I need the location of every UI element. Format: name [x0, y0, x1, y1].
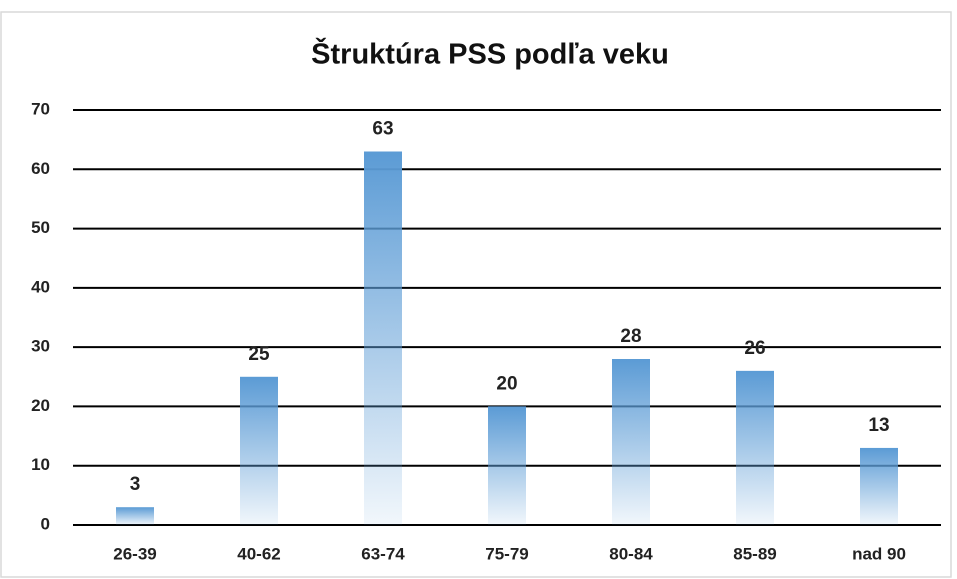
y-tick-label: 30	[31, 337, 50, 356]
x-tick-label: nad 90	[852, 544, 906, 563]
bar	[364, 151, 402, 525]
bar	[736, 370, 774, 525]
bar	[860, 447, 898, 525]
chart-title: Štruktúra PSS podľa veku	[311, 37, 669, 71]
x-tick-label: 26-39	[113, 544, 156, 563]
x-tick-label: 40-62	[237, 544, 280, 563]
data-label: 28	[620, 326, 641, 347]
y-tick-label: 50	[31, 218, 50, 237]
x-tick-label: 75-79	[485, 544, 528, 563]
data-label: 25	[248, 344, 270, 365]
data-label: 26	[744, 338, 765, 359]
bar	[612, 359, 650, 525]
data-label: 3	[130, 474, 141, 495]
data-label: 63	[372, 119, 393, 140]
y-tick-label: 70	[31, 99, 50, 118]
data-label: 13	[868, 415, 889, 436]
y-tick-label: 10	[31, 455, 50, 474]
chart-border	[0, 11, 952, 578]
y-tick-label: 60	[31, 159, 50, 178]
data-label: 20	[496, 373, 517, 394]
y-tick-label: 40	[31, 277, 50, 296]
bar	[240, 376, 278, 525]
x-tick-label: 63-74	[361, 544, 405, 563]
x-tick-label: 85-89	[733, 544, 776, 563]
y-tick-label: 20	[31, 396, 50, 415]
x-tick-label: 80-84	[609, 544, 653, 563]
bar	[488, 406, 526, 525]
bar	[116, 507, 154, 525]
y-tick-label: 0	[41, 514, 50, 533]
